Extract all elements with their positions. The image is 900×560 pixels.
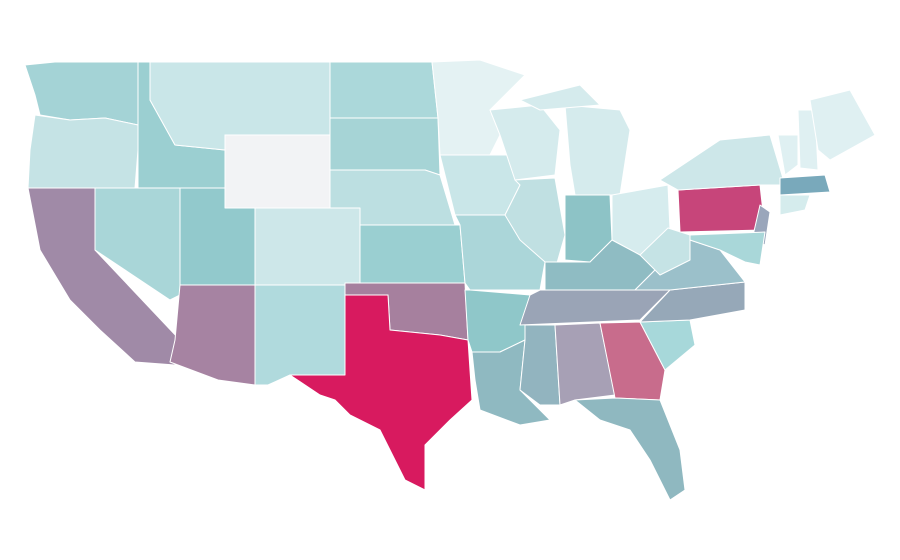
state xyxy=(564,104,631,196)
state xyxy=(677,184,766,233)
state xyxy=(809,89,876,161)
state xyxy=(777,134,799,176)
state xyxy=(797,109,819,171)
state xyxy=(519,324,561,406)
state xyxy=(254,207,361,286)
state xyxy=(554,322,616,406)
state xyxy=(439,154,521,216)
state xyxy=(27,114,139,189)
state xyxy=(574,397,686,501)
state xyxy=(169,284,256,386)
state xyxy=(779,194,811,216)
state xyxy=(639,227,691,276)
state xyxy=(599,321,666,401)
state xyxy=(471,339,551,426)
state xyxy=(689,231,766,266)
state xyxy=(224,134,331,209)
state xyxy=(359,224,466,284)
state xyxy=(659,134,786,191)
state xyxy=(779,174,831,196)
state xyxy=(289,294,473,491)
state xyxy=(329,117,441,176)
state xyxy=(519,84,601,111)
state xyxy=(254,284,346,386)
state xyxy=(329,61,439,119)
